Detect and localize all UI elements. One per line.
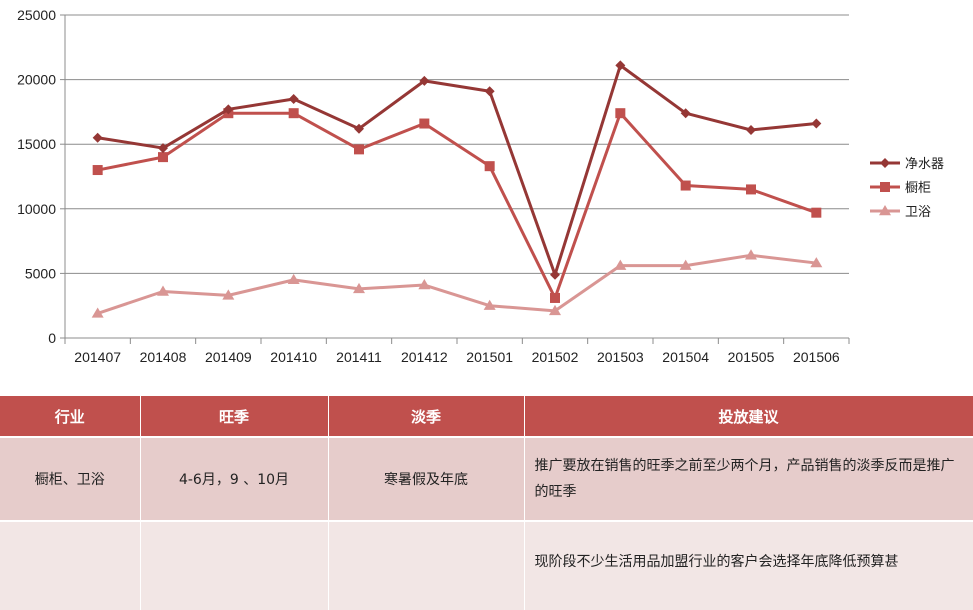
x-tick-label: 201411 [336, 349, 382, 365]
data-point [222, 289, 235, 300]
cell-peak-season: 4-6月，9 、10月 [140, 436, 329, 521]
x-tick-label: 201407 [74, 349, 121, 365]
data-point [354, 144, 364, 155]
data-point [418, 279, 431, 290]
data-point [680, 180, 691, 191]
cell-advice: 推广要放在销售的旺季之前至少两个月，产品销售的淡季反而是推广的旺季 [524, 436, 973, 521]
data-point [680, 108, 691, 119]
data-point [92, 132, 103, 143]
data-point [550, 269, 560, 280]
data-point [484, 161, 495, 172]
y-tick-labels: 0 5000 10000 15000 20000 25000 [17, 7, 56, 346]
advice-table: 行业 旺季 淡季 投放建议 橱柜、卫浴 4-6月，9 、10月 寒暑假及年底 推… [0, 396, 973, 610]
data-point [746, 184, 756, 195]
data-point [746, 124, 756, 135]
legend-item: 净水器 [870, 157, 944, 172]
y-tick-label: 20000 [17, 72, 56, 88]
y-tick-label: 5000 [25, 265, 56, 281]
x-tick-label: 201504 [662, 349, 709, 365]
data-point [419, 75, 430, 86]
data-point [549, 304, 561, 316]
legend-marker [880, 182, 890, 192]
data-point [288, 108, 299, 119]
series-0 [92, 60, 822, 280]
data-point [158, 143, 168, 154]
x-tick-labels: 201407 201408 201409 201410 201411 201412 2015… [74, 349, 840, 365]
data-point [484, 86, 495, 97]
x-tick-label: 201410 [270, 349, 317, 365]
table-row: 橱柜、卫浴 4-6月，9 、10月 寒暑假及年底 推广要放在销售的旺季之前至少两… [0, 436, 973, 521]
data-point [353, 282, 365, 294]
header-advice: 投放建议 [524, 396, 973, 437]
y-tick-label: 10000 [17, 201, 56, 217]
legend-marker [879, 205, 891, 216]
axes [60, 14, 850, 344]
x-tick-label: 201503 [597, 349, 644, 365]
legend-item: 橱柜 [870, 181, 931, 196]
x-tick-label: 201412 [401, 349, 448, 365]
x-tick-label: 201501 [466, 349, 513, 365]
x-tick-label: 201506 [793, 349, 840, 365]
header-industry: 行业 [0, 396, 141, 437]
data-point [811, 118, 822, 129]
table-header-row: 行业 旺季 淡季 投放建议 [0, 396, 973, 437]
data-point [811, 207, 822, 218]
cell-industry: 橱柜、卫浴 [0, 436, 141, 521]
series-1 [92, 108, 822, 303]
data-point [810, 257, 823, 268]
cell-off-season: 寒暑假及年底 [328, 436, 525, 521]
data-point [287, 273, 300, 285]
data-point [91, 307, 104, 318]
data-point [223, 104, 234, 115]
cell-advice: 现阶段不少生活用品加盟行业的客户会选择年底降低预算甚 [524, 520, 973, 610]
legend-label: 卫浴 [905, 205, 931, 220]
y-tick-label: 15000 [17, 136, 56, 152]
data-point [615, 60, 626, 71]
series-line [97, 63, 817, 277]
x-tick-label: 201502 [532, 349, 579, 365]
header-peak-season: 旺季 [140, 396, 329, 437]
data-point [615, 108, 626, 119]
data-point [354, 123, 364, 134]
data-point [419, 118, 430, 129]
data-point [550, 292, 560, 303]
series-2 [91, 249, 823, 318]
cell-industry [0, 520, 141, 610]
x-tick-label: 201408 [140, 349, 187, 365]
series-line [97, 253, 817, 315]
legend-marker [880, 158, 890, 168]
data-point [157, 285, 169, 296]
legend-label: 橱柜 [905, 181, 931, 196]
table-row: 现阶段不少生活用品加盟行业的客户会选择年底降低预算甚 [0, 520, 973, 610]
data-point [158, 152, 168, 163]
legend-label: 净水器 [905, 157, 944, 172]
data-point [483, 299, 496, 310]
series-lines [91, 60, 823, 318]
data-point [288, 93, 299, 104]
series-line [97, 111, 817, 300]
data-point [679, 259, 692, 270]
y-tick-label: 25000 [17, 7, 56, 23]
x-tick-label: 201505 [728, 349, 775, 365]
data-point [614, 259, 627, 270]
header-off-season: 淡季 [328, 396, 525, 437]
y-tick-label: 0 [48, 330, 56, 346]
data-point [745, 249, 757, 260]
x-tick-label: 201409 [205, 349, 252, 365]
data-point [92, 165, 103, 176]
cell-off-season [328, 520, 525, 610]
legend-item: 卫浴 [870, 205, 931, 220]
cell-peak-season [140, 520, 329, 610]
